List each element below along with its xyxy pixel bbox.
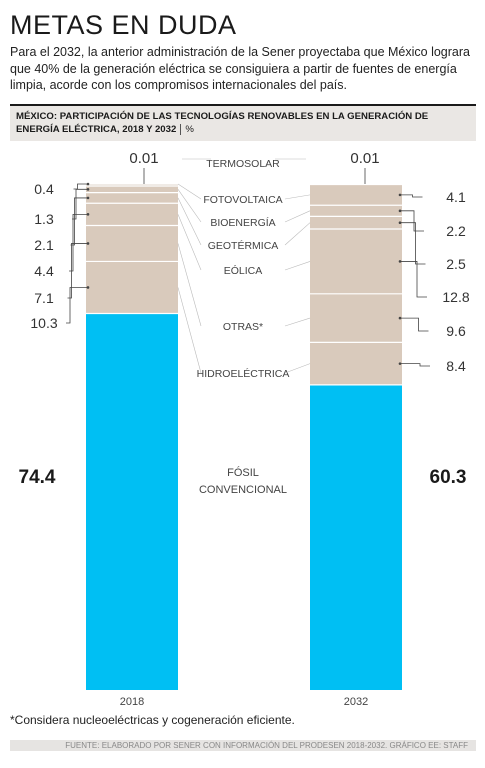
value-2018-fosil-convencional: 74.4 — [19, 467, 56, 488]
bar-2032-geotermica — [310, 216, 402, 230]
leader-center-eolica-left — [177, 214, 202, 271]
series-label-otras: OTRAS* — [223, 321, 263, 333]
leader-2018-bioenergia — [72, 188, 88, 220]
leader-center-hidroelectrica-left — [177, 287, 202, 374]
value-2032-termosolar: 0.01 — [350, 150, 379, 167]
leader-dot-2018-otras — [86, 242, 90, 245]
leader-center-otras-right — [284, 317, 311, 327]
value-2018-bioenergia: 1.3 — [34, 211, 54, 227]
bar-2018-geotermica — [86, 192, 178, 204]
leader-2018-hidroelectrica — [66, 287, 88, 324]
leader-center-otras-left — [177, 243, 202, 327]
bar-2018-fotovoltaica — [86, 184, 178, 187]
series-label-fosil-convencional-line1: FÓSIL — [227, 466, 259, 479]
series-label-fosil-convencional-line2: CONVENCIONAL — [199, 484, 287, 496]
series-label-hidroelectrica: HIDROELÉCTRICA — [197, 367, 290, 380]
leader-dot-2032-otras — [398, 316, 402, 320]
bar-2032-bioenergia — [310, 205, 402, 217]
bar-2018-fosil-convencional — [86, 313, 178, 690]
leader-dot-2032-geotermica — [398, 221, 402, 225]
leader-2018-fotovoltaica — [73, 183, 88, 190]
bar-2032-hidroelectrica — [310, 342, 402, 385]
leader-dot-2032-hidroelectrica — [398, 362, 402, 365]
value-2018-fotovoltaica: 0.4 — [34, 181, 54, 197]
leader-center-geotermica-left — [177, 197, 202, 246]
leader-dot-2018-eolica — [86, 213, 90, 216]
value-2032-bioenergia: 2.2 — [446, 223, 466, 239]
leader-2032-fotovoltaica — [400, 194, 423, 198]
bar-2032-eolica — [310, 229, 402, 294]
leader-dot-2018-fotovoltaica — [86, 182, 90, 186]
bar-2018-eolica — [86, 203, 178, 226]
bar-2032-fosil-convencional — [310, 384, 402, 690]
value-2018-eolica: 4.4 — [34, 263, 54, 279]
leader-dot-2032-fotovoltaica — [398, 193, 402, 197]
headline: METAS EN DUDA — [10, 10, 237, 40]
lead-paragraph: Para el 2032, la anterior administración… — [10, 45, 470, 92]
series-label-eolica: EÓLICA — [224, 264, 263, 277]
year-label-2018: 2018 — [120, 696, 144, 708]
source-credit: FUENTE: ELABORADO POR SENER CON INFORMAC… — [10, 740, 476, 751]
leader-dot-2018-hidroelectrica — [86, 286, 90, 289]
leader-center-fotovoltaica-left — [177, 183, 202, 200]
value-2032-fosil-convencional: 60.3 — [430, 467, 467, 488]
leader-dot-2032-eolica — [398, 260, 402, 263]
leader-2032-bioenergia — [400, 210, 424, 232]
leader-2018-eolica — [69, 213, 88, 272]
leader-center-hidroelectrica-right — [284, 363, 311, 374]
leader-dot-2018-bioenergia — [86, 188, 90, 191]
bar-2018-otras — [86, 225, 178, 262]
value-2018-termosolar: 0.01 — [129, 150, 158, 167]
leader-2032-hidroelectrica — [400, 363, 430, 367]
bar-2018-bioenergia — [86, 186, 178, 193]
chart-unit: % — [180, 124, 194, 135]
chart-subhead: MÉXICO: PARTICIPACIÓN DE LAS TECNOLOGÍAS… — [10, 104, 476, 141]
leader-center-bioenergia-left — [177, 189, 202, 223]
bar-2018-hidroelectrica — [86, 261, 178, 314]
year-label-2032: 2032 — [344, 696, 368, 708]
value-2032-eolica: 12.8 — [442, 289, 469, 305]
value-2018-geotermica: 2.1 — [34, 237, 54, 253]
value-2032-fotovoltaica: 4.1 — [446, 189, 466, 205]
leader-2032-eolica — [400, 261, 427, 298]
value-2018-hidroelectrica: 10.3 — [30, 315, 57, 331]
leader-center-eolica-right — [284, 261, 311, 271]
leader-dot-2018-geotermica — [86, 196, 90, 200]
series-label-termosolar: TERMOSOLAR — [206, 158, 280, 170]
bar-2032-fotovoltaica — [310, 184, 402, 206]
value-2032-geotermica: 2.5 — [446, 256, 466, 272]
footnote: *Considera nucleoeléctricas y cogeneraci… — [10, 713, 295, 727]
series-label-fotovoltaica: FOTOVOLTAICA — [203, 194, 282, 206]
value-2018-otras: 7.1 — [34, 290, 54, 306]
bar-2032-otras — [310, 293, 402, 343]
leader-center-bioenergia-right — [284, 210, 311, 223]
leader-2032-otras — [400, 317, 429, 332]
series-label-bioenergia: BIOENERGÍA — [210, 216, 275, 229]
series-label-geotermica: GEOTÉRMICA — [208, 239, 279, 252]
leader-center-geotermica-right — [284, 222, 311, 246]
leader-center-fotovoltaica-right — [284, 194, 311, 200]
value-2032-hidroelectrica: 8.4 — [446, 358, 466, 374]
leader-2032-geotermica — [400, 222, 426, 265]
leader-dot-2032-bioenergia — [398, 209, 402, 213]
leader-2018-geotermica — [70, 197, 88, 246]
chart-title: MÉXICO: PARTICIPACIÓN DE LAS TECNOLOGÍAS… — [16, 111, 429, 135]
value-2032-otras: 9.6 — [446, 323, 466, 339]
